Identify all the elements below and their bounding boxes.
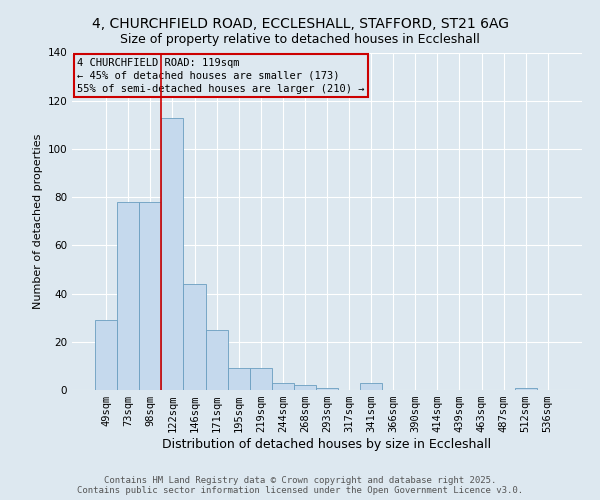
Text: 4 CHURCHFIELD ROAD: 119sqm
← 45% of detached houses are smaller (173)
55% of sem: 4 CHURCHFIELD ROAD: 119sqm ← 45% of deta… [77, 58, 365, 94]
Bar [139, 202, 161, 390]
Bar [227, 368, 250, 390]
Bar [294, 385, 316, 390]
Text: 4, CHURCHFIELD ROAD, ECCLESHALL, STAFFORD, ST21 6AG: 4, CHURCHFIELD ROAD, ECCLESHALL, STAFFOR… [91, 18, 509, 32]
Bar [161, 118, 184, 390]
Bar [184, 284, 206, 390]
Text: Contains HM Land Registry data © Crown copyright and database right 2025.
Contai: Contains HM Land Registry data © Crown c… [77, 476, 523, 495]
Bar [206, 330, 227, 390]
Bar [95, 320, 117, 390]
Bar [250, 368, 272, 390]
Bar [316, 388, 338, 390]
X-axis label: Distribution of detached houses by size in Eccleshall: Distribution of detached houses by size … [163, 438, 491, 451]
Bar [360, 383, 382, 390]
Bar [515, 388, 537, 390]
Text: Size of property relative to detached houses in Eccleshall: Size of property relative to detached ho… [120, 32, 480, 46]
Bar [272, 383, 294, 390]
Y-axis label: Number of detached properties: Number of detached properties [33, 134, 43, 309]
Bar [117, 202, 139, 390]
